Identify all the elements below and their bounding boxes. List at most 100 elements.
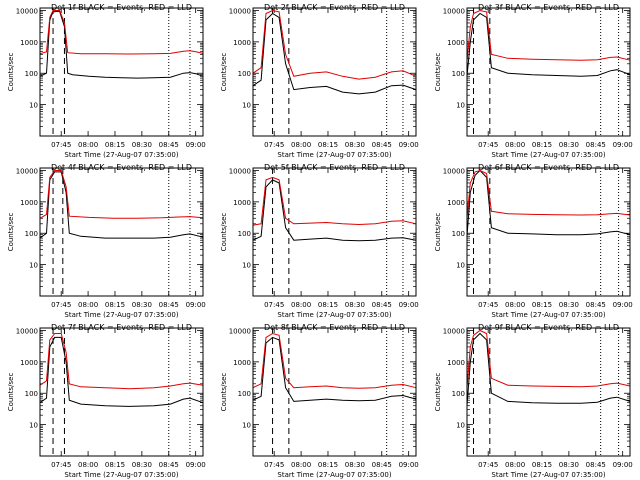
x-tick-label: 09:00 xyxy=(613,461,633,469)
series-events xyxy=(252,336,417,402)
y-tick-label: 10 xyxy=(29,262,38,270)
x-tick-label: 09:00 xyxy=(186,461,206,469)
x-tick-label: 07:45 xyxy=(478,461,498,469)
series-lld xyxy=(252,176,417,226)
x-tick-label: 08:00 xyxy=(505,461,525,469)
series-events xyxy=(252,179,417,242)
x-axis-label: Start Time (27-Aug-07 07:35:00) xyxy=(491,311,605,319)
y-axis-label: Counts/sec xyxy=(434,53,442,92)
x-tick-label: 07:45 xyxy=(478,141,498,149)
series-lld xyxy=(39,333,204,390)
plot-frame xyxy=(39,7,204,137)
detector-panel-4: Det 4f BLACK = Events, RED = LLDCounts/s… xyxy=(7,163,206,319)
x-tick-label: 08:30 xyxy=(559,461,579,469)
x-axis-label: Start Time (27-Aug-07 07:35:00) xyxy=(277,151,391,159)
plot-frame xyxy=(252,327,417,457)
x-tick-label: 08:45 xyxy=(159,301,179,309)
y-axis-label: Counts/sec xyxy=(220,213,228,252)
y-axis-label: Counts/sec xyxy=(7,53,15,92)
y-tick-label: 10000 xyxy=(229,327,251,335)
plot-frame xyxy=(466,327,631,457)
x-tick-label: 08:30 xyxy=(132,301,152,309)
y-axis-label: Counts/sec xyxy=(434,213,442,252)
x-axis-label: Start Time (27-Aug-07 07:35:00) xyxy=(277,311,391,319)
y-tick-label: 100 xyxy=(452,230,465,238)
y-tick-label: 1000 xyxy=(20,199,38,207)
series-events xyxy=(466,12,631,77)
x-tick-label: 08:15 xyxy=(318,461,338,469)
y-tick-label: 1000 xyxy=(233,39,251,47)
y-tick-label: 10000 xyxy=(16,327,38,335)
y-tick-label: 1000 xyxy=(447,199,465,207)
y-tick-label: 10000 xyxy=(443,7,465,15)
y-tick-label: 100 xyxy=(25,70,38,78)
y-tick-label: 1000 xyxy=(447,359,465,367)
y-axis-label: Counts/sec xyxy=(7,373,15,412)
x-tick-label: 08:15 xyxy=(105,301,125,309)
x-tick-label: 07:45 xyxy=(264,141,284,149)
x-tick-label: 08:45 xyxy=(159,141,179,149)
y-tick-label: 10000 xyxy=(229,7,251,15)
y-axis-label: Counts/sec xyxy=(434,373,442,412)
y-tick-label: 10 xyxy=(456,422,465,430)
series-lld xyxy=(252,9,417,80)
x-tick-label: 09:00 xyxy=(399,461,419,469)
x-axis-label: Start Time (27-Aug-07 07:35:00) xyxy=(491,471,605,479)
x-tick-label: 08:45 xyxy=(586,461,606,469)
x-tick-label: 09:00 xyxy=(399,301,419,309)
y-tick-label: 10 xyxy=(29,422,38,430)
series-events xyxy=(466,169,631,237)
x-tick-label: 08:30 xyxy=(132,141,152,149)
y-tick-label: 100 xyxy=(25,390,38,398)
y-tick-label: 10 xyxy=(242,102,251,110)
y-axis-label: Counts/sec xyxy=(220,373,228,412)
y-tick-label: 1000 xyxy=(20,359,38,367)
x-tick-label: 08:45 xyxy=(159,461,179,469)
x-tick-label: 08:15 xyxy=(105,461,125,469)
x-tick-label: 08:30 xyxy=(132,461,152,469)
x-tick-label: 08:30 xyxy=(345,141,365,149)
x-tick-label: 08:15 xyxy=(318,141,338,149)
x-tick-label: 08:30 xyxy=(345,461,365,469)
detector-panel-6: Det 6f BLACK = Events, RED = LLDCounts/s… xyxy=(434,163,633,319)
x-tick-label: 08:00 xyxy=(291,141,311,149)
y-tick-label: 1000 xyxy=(20,39,38,47)
series-lld xyxy=(466,329,631,388)
x-tick-label: 08:30 xyxy=(559,301,579,309)
detector-panel-7: Det 7f BLACK = Events, RED = LLDCounts/s… xyxy=(7,323,206,479)
detector-panel-5: Det 5f BLACK = Events, RED = LLDCounts/s… xyxy=(220,163,419,319)
y-tick-label: 100 xyxy=(238,390,251,398)
series-events xyxy=(466,332,631,406)
series-lld xyxy=(466,9,631,61)
x-tick-label: 07:45 xyxy=(51,141,71,149)
x-tick-label: 07:45 xyxy=(264,461,284,469)
x-tick-label: 08:00 xyxy=(505,141,525,149)
y-tick-label: 10 xyxy=(456,102,465,110)
x-tick-label: 08:00 xyxy=(291,461,311,469)
y-tick-label: 100 xyxy=(238,70,251,78)
plot-frame xyxy=(466,167,631,297)
y-tick-label: 100 xyxy=(238,230,251,238)
y-tick-label: 1000 xyxy=(233,359,251,367)
plot-frame xyxy=(466,7,631,137)
y-tick-label: 10 xyxy=(29,102,38,110)
x-tick-label: 08:15 xyxy=(532,141,552,149)
series-events xyxy=(252,12,417,95)
x-tick-label: 08:45 xyxy=(372,141,392,149)
y-axis-label: Counts/sec xyxy=(220,53,228,92)
x-axis-label: Start Time (27-Aug-07 07:35:00) xyxy=(64,471,178,479)
x-tick-label: 08:30 xyxy=(345,301,365,309)
x-tick-label: 07:45 xyxy=(51,461,71,469)
detector-panel-8: Det 8f BLACK = Events, RED = LLDCounts/s… xyxy=(220,323,419,479)
y-tick-label: 100 xyxy=(452,390,465,398)
y-tick-label: 10000 xyxy=(16,167,38,175)
series-events xyxy=(39,171,204,239)
x-tick-label: 08:45 xyxy=(586,301,606,309)
detector-panel-1: Det 1f BLACK = Events, RED = LLDCounts/s… xyxy=(7,3,206,159)
series-events xyxy=(39,336,204,407)
x-tick-label: 08:45 xyxy=(586,141,606,149)
y-tick-label: 10000 xyxy=(443,167,465,175)
y-tick-label: 1000 xyxy=(233,199,251,207)
x-tick-label: 09:00 xyxy=(613,301,633,309)
